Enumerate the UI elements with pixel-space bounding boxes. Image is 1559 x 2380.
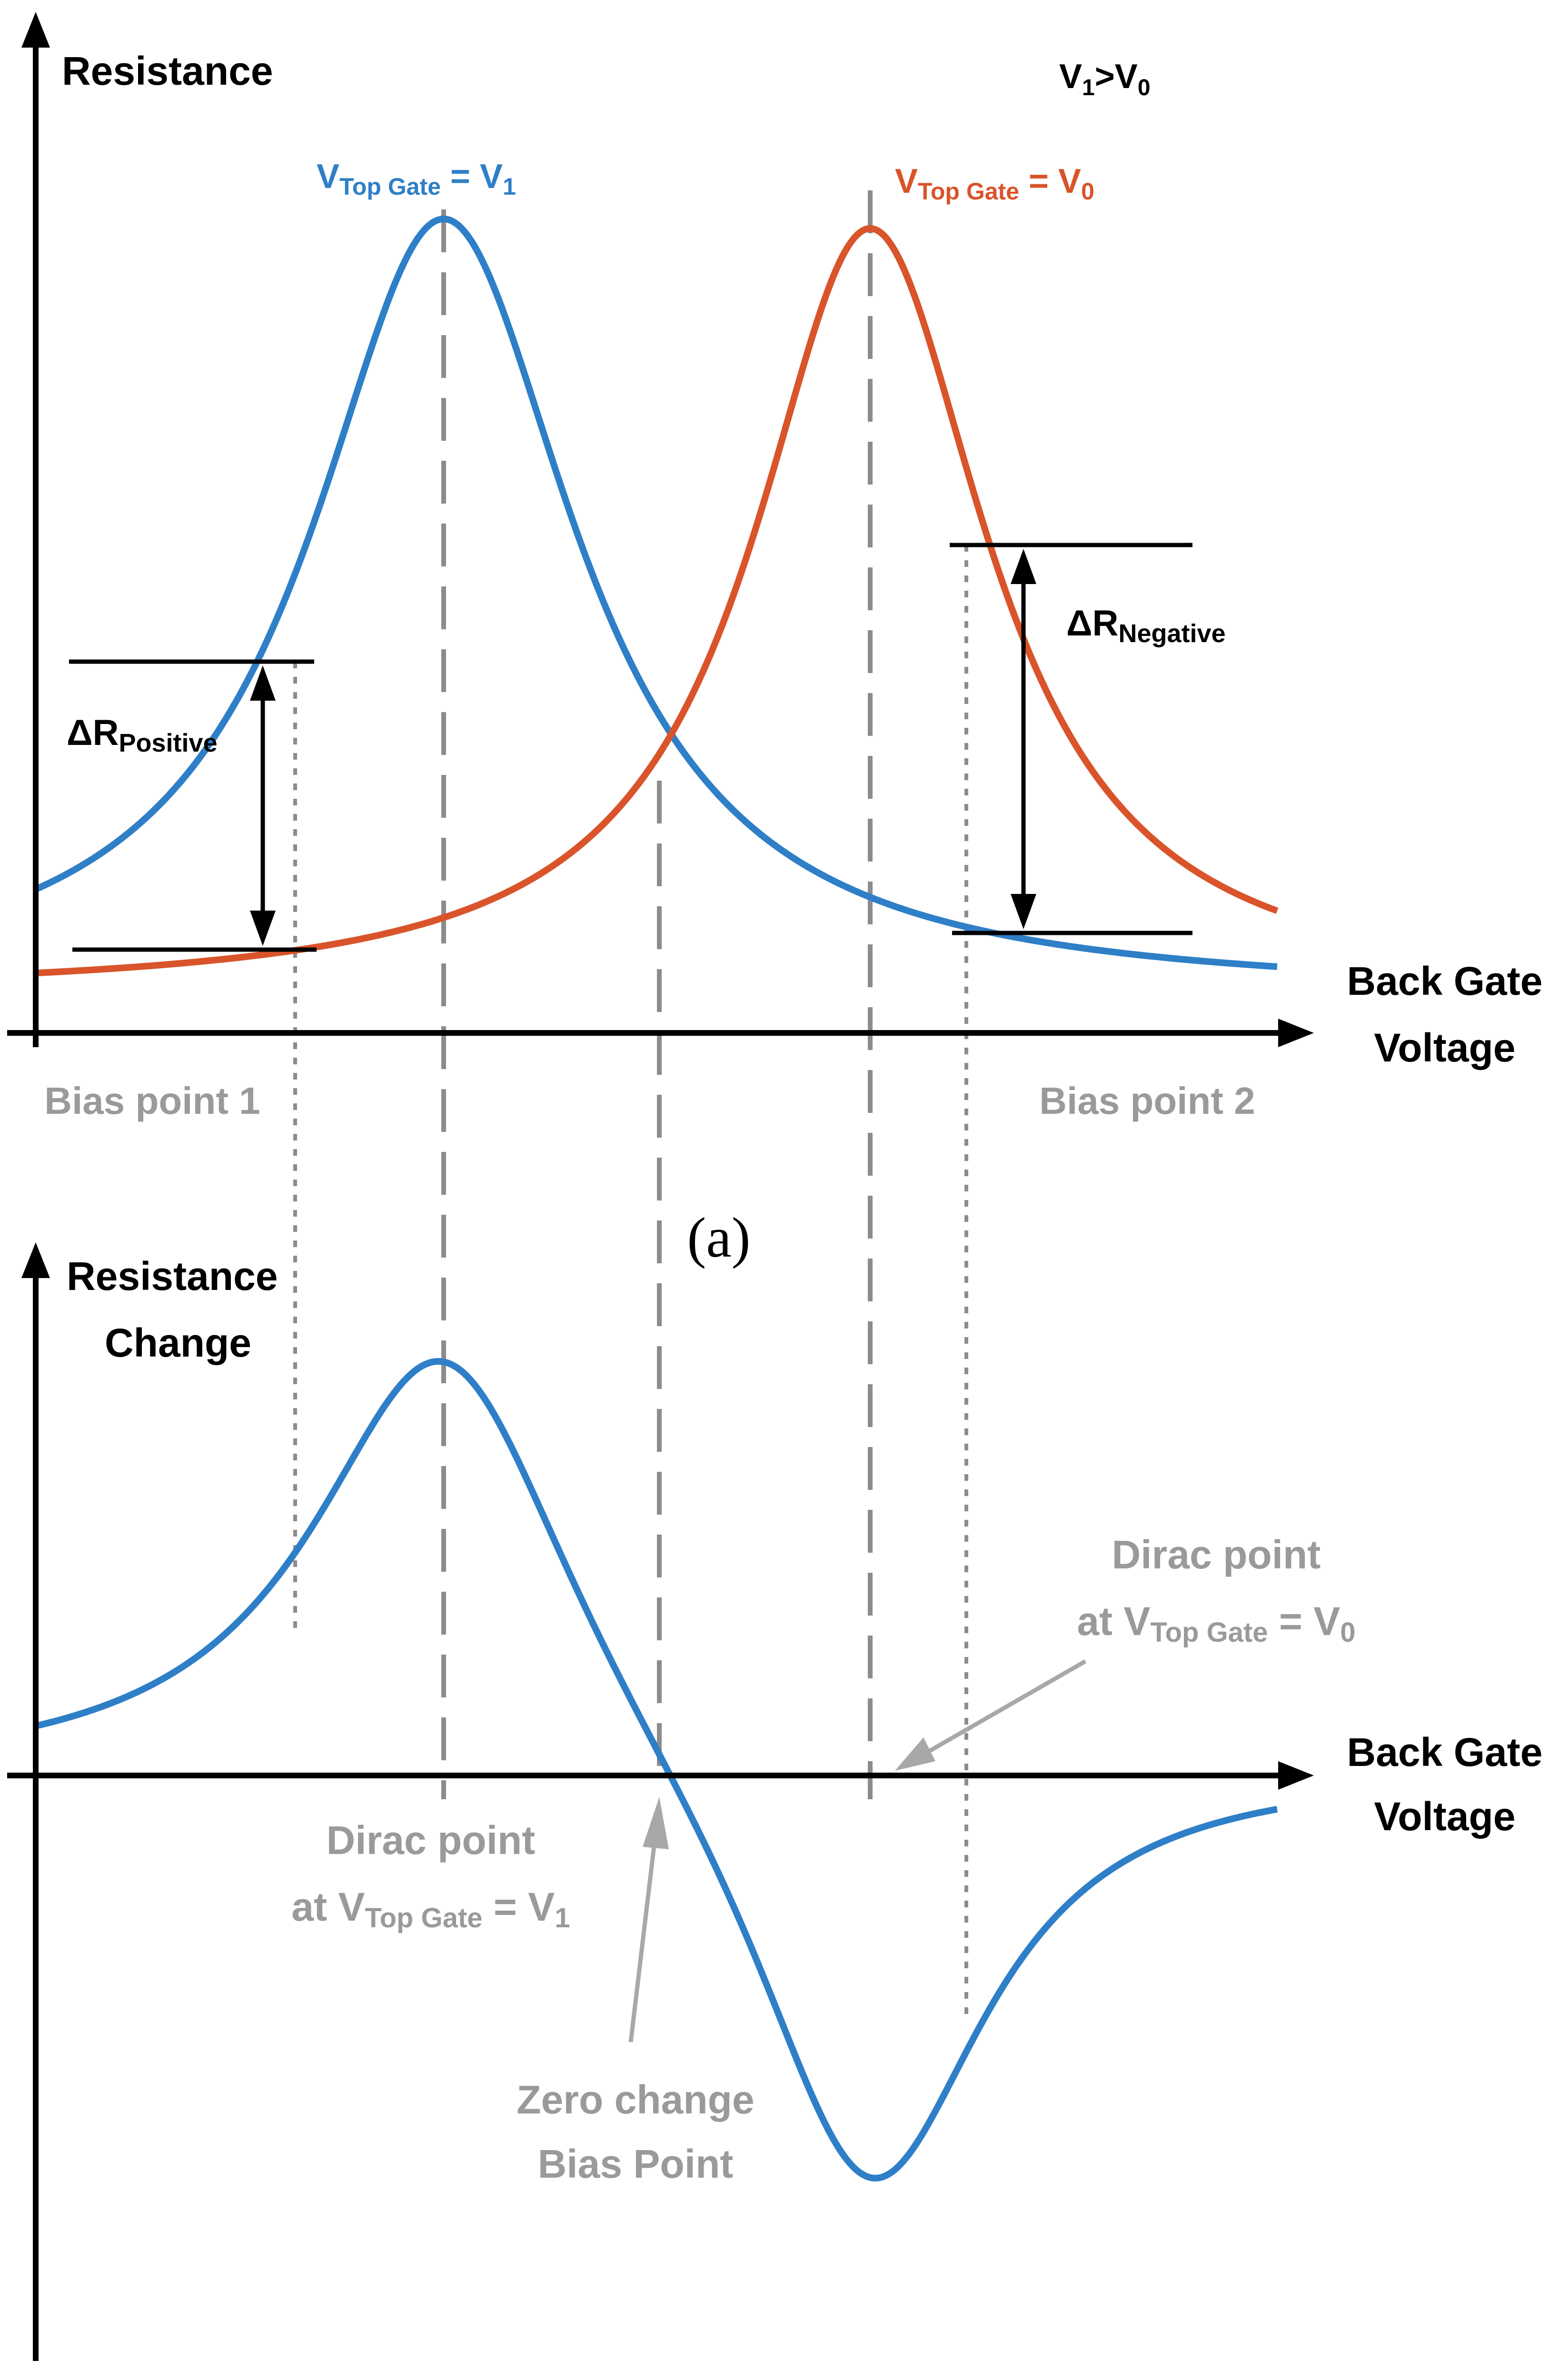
dirac-v0-label-line1: Dirac point bbox=[1112, 1532, 1321, 1577]
dirac-v1-label-line1: Dirac point bbox=[327, 1818, 536, 1863]
panel-a-x-axis-arrowhead bbox=[1278, 1019, 1314, 1047]
zero-change-label-line2: Bias Point bbox=[538, 2142, 734, 2186]
panel-b-y-axis-label-line1: Resistance bbox=[67, 1254, 278, 1299]
panel-a-guides bbox=[293, 190, 968, 2016]
panel-b-x-axis-label-line2: Voltage bbox=[1374, 1794, 1515, 1839]
delta-r-negative-marker bbox=[950, 543, 1192, 935]
panel-a-y-axis-label: Resistance bbox=[62, 49, 273, 93]
panel-b: Resistance Change Back Gate Voltage Dira… bbox=[7, 1242, 1542, 2380]
delta-r-positive-marker bbox=[69, 659, 317, 952]
orange-curve-label: VTop Gate = V0 bbox=[895, 162, 1094, 205]
blue-curve-v1 bbox=[34, 216, 1279, 970]
panel-b-y-axis-label-line2: Change bbox=[105, 1320, 251, 1365]
delta-r-positive-label: ΔRPositive bbox=[67, 713, 218, 757]
panel-a-x-axis-label-line1: Back Gate bbox=[1347, 959, 1543, 1003]
panel-b-caption: (b) bbox=[652, 2374, 719, 2380]
bias-point-2-label: Bias point 2 bbox=[1039, 1080, 1255, 1122]
panel-b-y-axis-arrowhead bbox=[21, 1242, 50, 1278]
dirac-v1-label-line2: at VTop Gate = V1 bbox=[291, 1884, 570, 1934]
resistance-change-curve bbox=[34, 1358, 1279, 2182]
panel-a-caption: (a) bbox=[687, 1206, 750, 1269]
orange-curve-v0 bbox=[34, 225, 1279, 977]
dirac-v0-pointer-arrow bbox=[895, 1659, 1087, 1771]
zero-change-pointer-arrow bbox=[628, 1797, 669, 2043]
blue-curve-label: VTop Gate = V1 bbox=[317, 158, 516, 200]
panel-a-y-axis-arrowhead bbox=[21, 12, 50, 48]
bias-point-1-label: Bias point 1 bbox=[44, 1080, 260, 1122]
dirac-v0-label-line2: at VTop Gate = V0 bbox=[1077, 1599, 1355, 1648]
delta-r-negative-label: ΔRNegative bbox=[1066, 603, 1226, 648]
panel-a-x-axis-label-line2: Voltage bbox=[1374, 1025, 1515, 1070]
condition-label: V1>V0 bbox=[1059, 58, 1151, 100]
panel-b-x-axis-arrowhead bbox=[1278, 1761, 1314, 1790]
panel-a: Resistance V1>V0 VTop Gate = V1 VTop Gat… bbox=[7, 12, 1542, 2016]
zero-change-label-line1: Zero change bbox=[516, 2077, 754, 2122]
panel-b-x-axis-label-line1: Back Gate bbox=[1347, 1730, 1543, 1775]
